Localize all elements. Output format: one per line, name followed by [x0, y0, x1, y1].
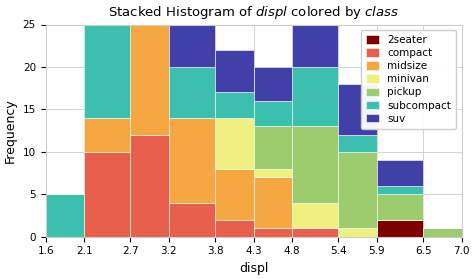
- Bar: [377, 186, 423, 194]
- Bar: [130, 16, 169, 135]
- Bar: [377, 194, 423, 220]
- Bar: [377, 220, 423, 237]
- Bar: [292, 203, 338, 228]
- Bar: [254, 126, 292, 169]
- Bar: [338, 84, 377, 135]
- Bar: [338, 135, 377, 152]
- Bar: [254, 67, 292, 101]
- Bar: [215, 118, 254, 169]
- Bar: [377, 160, 423, 186]
- Bar: [169, 67, 215, 118]
- Bar: [84, 118, 130, 152]
- Bar: [292, 0, 338, 67]
- Title: Stacked Histogram of $\it{displ}$ colored by $\it{class}$: Stacked Histogram of $\it{displ}$ colore…: [108, 4, 399, 21]
- Y-axis label: Frequency: Frequency: [4, 98, 17, 163]
- Bar: [169, 0, 215, 67]
- Bar: [130, 135, 169, 237]
- Bar: [254, 228, 292, 237]
- Bar: [84, 16, 130, 118]
- Bar: [254, 169, 292, 177]
- Bar: [84, 152, 130, 237]
- Bar: [292, 228, 338, 237]
- Bar: [292, 67, 338, 126]
- Bar: [292, 126, 338, 203]
- Bar: [130, 0, 169, 16]
- Bar: [338, 152, 377, 228]
- Bar: [84, 0, 130, 16]
- Bar: [215, 220, 254, 237]
- Bar: [215, 92, 254, 118]
- Bar: [46, 194, 84, 237]
- Bar: [254, 177, 292, 228]
- Bar: [215, 50, 254, 92]
- Bar: [423, 228, 462, 237]
- Legend: 2seater, compact, midsize, minivan, pickup, subcompact, suv: 2seater, compact, midsize, minivan, pick…: [361, 30, 456, 129]
- Bar: [338, 228, 377, 237]
- X-axis label: displ: displ: [239, 262, 268, 275]
- Bar: [215, 169, 254, 220]
- Bar: [254, 101, 292, 126]
- Bar: [169, 118, 215, 203]
- Bar: [169, 203, 215, 237]
